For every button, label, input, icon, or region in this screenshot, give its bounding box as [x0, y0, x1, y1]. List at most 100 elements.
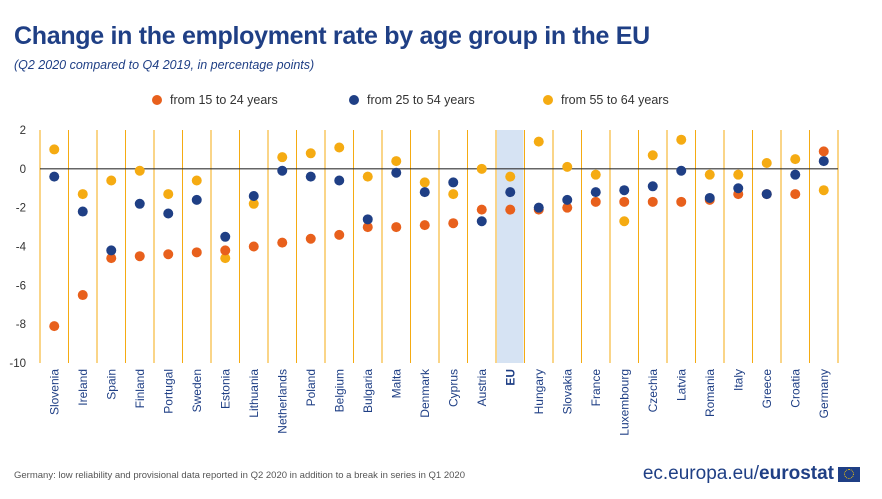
- point-55-64: [533, 136, 544, 147]
- chart-title: Change in the employment rate by age gro…: [14, 22, 650, 50]
- point-55-64: [163, 189, 174, 200]
- point-55-64: [590, 169, 601, 180]
- x-tick-label: Hungary: [532, 369, 546, 414]
- point-25-54: [562, 194, 573, 205]
- x-tick-label: Lithuania: [247, 369, 261, 418]
- x-tick-label: Czechia: [646, 369, 660, 413]
- point-55-64: [419, 177, 430, 188]
- point-25-54: [220, 231, 231, 242]
- x-tick-label: Germany: [817, 369, 831, 418]
- x-tick-label: France: [589, 369, 603, 407]
- point-25-54: [704, 192, 715, 203]
- legend-dot-55-64: [543, 95, 553, 105]
- x-tick-label: Denmark: [418, 368, 432, 418]
- point-55-64: [77, 189, 88, 200]
- point-25-54: [77, 206, 88, 217]
- eurostat-brand[interactable]: ec.europa.eu/eurostat: [643, 463, 860, 485]
- point-55-64: [505, 171, 516, 182]
- point-25-54: [277, 165, 288, 176]
- x-tick-label: Estonia: [218, 369, 232, 409]
- chart-subtitle: (Q2 2020 compared to Q4 2019, in percent…: [14, 58, 315, 72]
- x-tick-label: Croatia: [788, 369, 802, 408]
- point-15-24: [419, 220, 430, 231]
- point-25-54: [676, 165, 687, 176]
- point-25-54: [163, 208, 174, 219]
- point-15-24: [163, 249, 174, 260]
- point-15-24: [562, 202, 573, 213]
- point-55-64: [391, 156, 402, 167]
- point-25-54: [761, 189, 772, 200]
- point-25-54: [505, 187, 516, 198]
- point-55-64: [704, 169, 715, 180]
- point-25-54: [733, 183, 744, 194]
- legend-item-55-64: from 55 to 64 years: [543, 93, 669, 107]
- point-25-54: [647, 181, 658, 192]
- legend-dot-25-54: [349, 95, 359, 105]
- point-15-24: [619, 196, 630, 207]
- point-25-54: [590, 187, 601, 198]
- legend-label-25-54: from 25 to 54 years: [367, 93, 475, 107]
- x-tick-label: Malta: [389, 369, 403, 399]
- point-15-24: [676, 196, 687, 207]
- point-55-64: [362, 171, 373, 182]
- x-tick-label: Finland: [133, 369, 147, 408]
- y-tick-label: 2: [20, 125, 26, 137]
- y-tick-label: -4: [16, 242, 27, 254]
- x-tick-label: Slovakia: [560, 369, 574, 415]
- point-55-64: [647, 150, 658, 161]
- point-15-24: [505, 204, 516, 215]
- point-25-54: [305, 171, 316, 182]
- footnote: Germany: low reliability and provisional…: [14, 470, 465, 481]
- x-tick-label: Bulgaria: [361, 369, 375, 413]
- point-55-64: [562, 161, 573, 172]
- point-55-64: [818, 185, 829, 196]
- point-15-24: [248, 241, 259, 252]
- legend-item-25-54: from 25 to 54 years: [349, 93, 475, 107]
- x-tick-label: Portugal: [161, 369, 175, 414]
- point-55-64: [134, 165, 145, 176]
- point-25-54: [248, 191, 259, 202]
- x-tick-label: EU: [503, 369, 517, 386]
- point-15-24: [134, 251, 145, 262]
- point-15-24: [362, 222, 373, 233]
- brand-bold: eurostat: [759, 463, 834, 484]
- point-55-64: [790, 154, 801, 165]
- x-tick-label: Belgium: [332, 369, 346, 412]
- y-tick-label: -10: [9, 358, 26, 370]
- point-55-64: [761, 158, 772, 169]
- point-25-54: [134, 198, 145, 209]
- point-25-54: [818, 156, 829, 167]
- point-25-54: [448, 177, 459, 188]
- point-15-24: [277, 237, 288, 248]
- point-55-64: [248, 198, 259, 209]
- point-55-64: [334, 142, 345, 153]
- x-tick-label: Poland: [304, 369, 318, 406]
- point-15-24: [106, 253, 117, 264]
- point-25-54: [476, 216, 487, 227]
- eu-highlight-column: [497, 130, 524, 363]
- y-tick-label: -6: [16, 280, 26, 292]
- point-25-54: [106, 245, 117, 256]
- chart-legend: from 15 to 24 years from 25 to 54 years …: [0, 93, 882, 113]
- point-15-24: [49, 321, 60, 332]
- point-25-54: [391, 167, 402, 178]
- point-55-64: [277, 152, 288, 163]
- point-15-24: [476, 204, 487, 215]
- legend-label-55-64: from 55 to 64 years: [561, 93, 669, 107]
- legend-dot-15-24: [152, 95, 162, 105]
- x-tick-label: Ireland: [76, 369, 90, 406]
- point-15-24: [448, 218, 459, 229]
- x-tick-label: Romania: [703, 369, 717, 417]
- x-tick-label: Spain: [104, 369, 118, 400]
- point-55-64: [676, 134, 687, 145]
- x-tick-label: Italy: [731, 369, 745, 391]
- point-25-54: [790, 169, 801, 180]
- x-tick-label: Slovenia: [47, 369, 61, 415]
- point-15-24: [818, 146, 829, 157]
- point-25-54: [362, 214, 373, 225]
- point-55-64: [220, 253, 231, 264]
- legend-label-15-24: from 15 to 24 years: [170, 93, 278, 107]
- point-15-24: [191, 247, 202, 258]
- point-55-64: [733, 169, 744, 180]
- point-15-24: [77, 290, 88, 301]
